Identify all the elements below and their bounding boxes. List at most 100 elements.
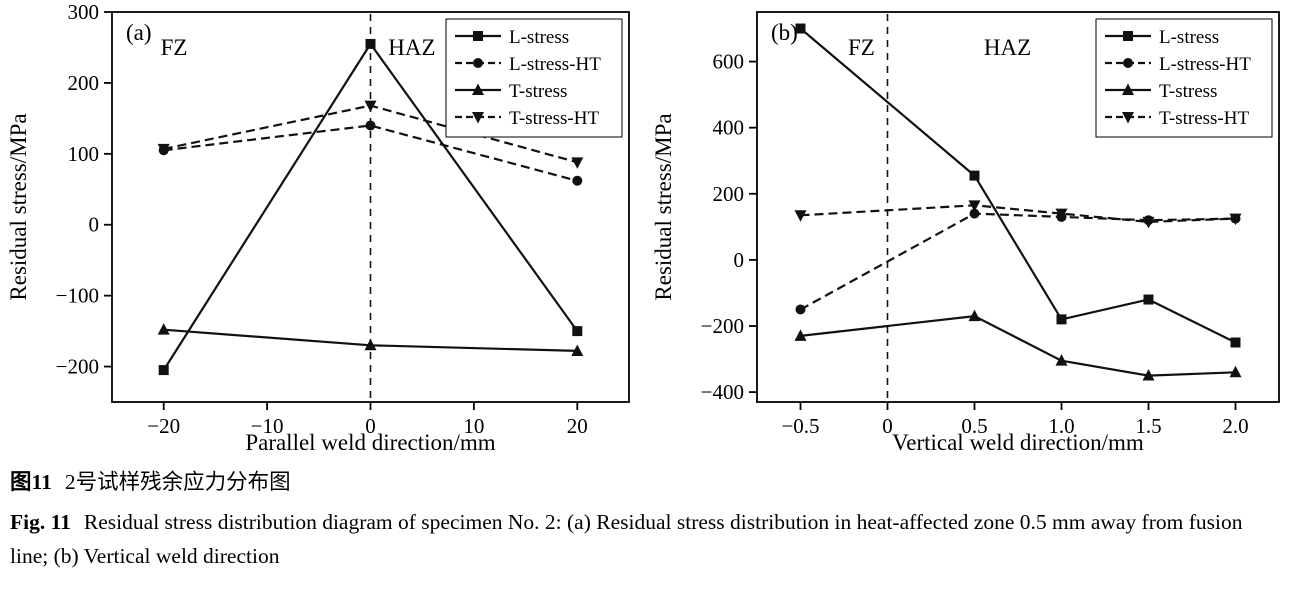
marker-triangle-up [364, 338, 377, 351]
marker-triangle-down [1055, 208, 1068, 221]
x-tick-label: 0 [882, 414, 893, 438]
marker-triangle-up [1055, 354, 1068, 366]
marker-triangle-down [571, 157, 584, 169]
marker-triangle-down [472, 112, 484, 124]
y-tick-label: −100 [56, 284, 99, 308]
x-tick-label: 1.0 [1048, 414, 1074, 438]
y-tick-label: 0 [734, 248, 745, 272]
caption-chinese: 图11 2号试样残余应力分布图 [10, 466, 1279, 499]
marker-square [795, 23, 806, 34]
y-axis-title: Residual stress/MPa [6, 113, 31, 300]
caption-cn-text: 2号试样残余应力分布图 [64, 470, 291, 494]
marker-circle [473, 58, 483, 68]
legend-label: L-stress [509, 27, 569, 48]
legend-label: T-stress [1159, 81, 1217, 102]
legend: L-stress L-stress-HT T-stress T-stress-HT [445, 18, 623, 138]
series-T-stress [794, 309, 1242, 381]
x-tick-label: 1.5 [1135, 414, 1161, 438]
plot-frame [756, 11, 1280, 403]
y-tick-label: 200 [713, 182, 745, 206]
marker-square [969, 170, 980, 181]
figure-caption: 图11 2号试样残余应力分布图 Fig. 11 Residual stress di… [0, 460, 1295, 573]
marker-triangle-up [157, 323, 170, 335]
charts-row: −20 −10 0 10 20 −200 −100 0 100 200 300 Parallel we… [6, 0, 1280, 455]
marker-circle [795, 304, 806, 315]
series-T-stress-HT [157, 100, 584, 169]
caption-en-text: Residual stress distribution diagram of … [10, 510, 1243, 568]
marker-triangle-down [1122, 112, 1134, 124]
series-line [800, 204, 1236, 224]
chart-panel-b: −0.5 0 0.5 1.0 1.5 2.0 −400 −200 0 200 400 600 Verti… [651, 11, 1280, 455]
caption-cn-label: 图11 [10, 470, 52, 494]
marker-triangle-up [1142, 369, 1155, 381]
x-tick-label: 2.0 [1222, 414, 1248, 438]
series-line [163, 124, 578, 182]
x-tick-label: −0.5 [781, 414, 819, 438]
panel-label: (b) [771, 20, 798, 45]
legend-label: L-stress-HT [509, 54, 601, 75]
x-tick-label: 20 [567, 414, 588, 438]
marker-triangle-down [1142, 216, 1155, 229]
marker-triangle-down [1229, 213, 1242, 226]
marker-triangle-down [794, 210, 807, 222]
legend-label: L-stress [1159, 27, 1219, 48]
marker-square [1230, 337, 1241, 348]
marker-circle [969, 208, 980, 219]
marker-square [473, 31, 483, 41]
x-axis-title: Parallel weld direction/mm [245, 430, 495, 455]
marker-triangle-up [571, 344, 584, 356]
marker-triangle-down [157, 143, 170, 156]
caption-en-label: Fig. 11 [10, 510, 71, 535]
x-tick-label: 10 [463, 414, 484, 438]
y-tick-label: 100 [68, 142, 100, 166]
series-L-stress [795, 23, 1241, 348]
marker-triangle-up [968, 309, 981, 322]
marker-triangle-down [968, 200, 981, 212]
marker-triangle-up [472, 83, 484, 95]
series-L-stress [158, 38, 583, 376]
marker-triangle-up [1122, 83, 1134, 95]
marker-square [158, 365, 169, 376]
zone-label-haz: HAZ [984, 35, 1031, 60]
x-tick-label: 0 [365, 414, 376, 438]
legend-label: T-stress-HT [509, 108, 599, 129]
marker-square [365, 38, 376, 49]
x-tick-label: −20 [147, 414, 180, 438]
legend: L-stress L-stress-HT T-stress T-stress-HT [1095, 18, 1273, 138]
y-tick-label: 200 [68, 71, 100, 95]
marker-circle [572, 175, 583, 186]
figure-11: −20 −10 0 10 20 −200 −100 0 100 200 300 Parallel we… [0, 0, 1295, 573]
y-axis-title: Residual stress/MPa [651, 113, 676, 300]
marker-triangle-up [1229, 365, 1242, 378]
zone-label-fz: FZ [161, 35, 188, 60]
marker-square [1143, 294, 1154, 305]
series-L-stress-HT [795, 208, 1241, 315]
x-axis-title: Vertical weld direction/mm [892, 430, 1144, 455]
marker-square [572, 326, 583, 337]
x-tick-label: −10 [251, 414, 284, 438]
caption-english: Fig. 11 Residual stress distribution diag… [10, 506, 1279, 573]
legend-label: T-stress-HT [1159, 108, 1249, 129]
zone-label-fz: FZ [848, 35, 875, 60]
series-line [800, 314, 1236, 377]
marker-square [1056, 314, 1067, 325]
y-tick-label: 300 [68, 0, 100, 24]
series-line [799, 212, 1236, 311]
panel-label: (a) [126, 20, 152, 45]
series-T-stress [157, 323, 584, 356]
y-tick-label: 400 [713, 116, 745, 140]
marker-square [1123, 31, 1133, 41]
marker-triangle-up [794, 329, 807, 341]
marker-circle [1123, 58, 1133, 68]
legend-label: T-stress [509, 81, 567, 102]
series-T-stress-HT [794, 200, 1242, 229]
marker-circle [365, 120, 376, 131]
marker-triangle-down [364, 100, 377, 113]
zone-label-haz: HAZ [388, 35, 435, 60]
y-tick-label: 600 [713, 50, 745, 74]
y-tick-label: −200 [56, 355, 99, 379]
legend-label: L-stress-HT [1159, 54, 1251, 75]
y-tick-label: −400 [701, 380, 744, 404]
x-tick-label: 0.5 [961, 414, 987, 438]
